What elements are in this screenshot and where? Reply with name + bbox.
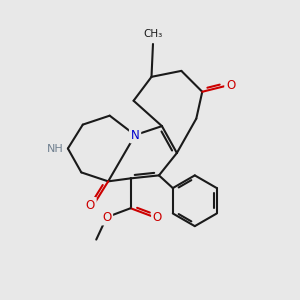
Text: CH₃: CH₃: [143, 28, 163, 38]
Text: O: O: [153, 211, 162, 224]
Text: O: O: [86, 199, 95, 212]
Text: N: N: [131, 129, 140, 142]
Text: O: O: [226, 79, 235, 92]
Text: NH: NH: [47, 143, 63, 154]
Text: O: O: [102, 211, 111, 224]
